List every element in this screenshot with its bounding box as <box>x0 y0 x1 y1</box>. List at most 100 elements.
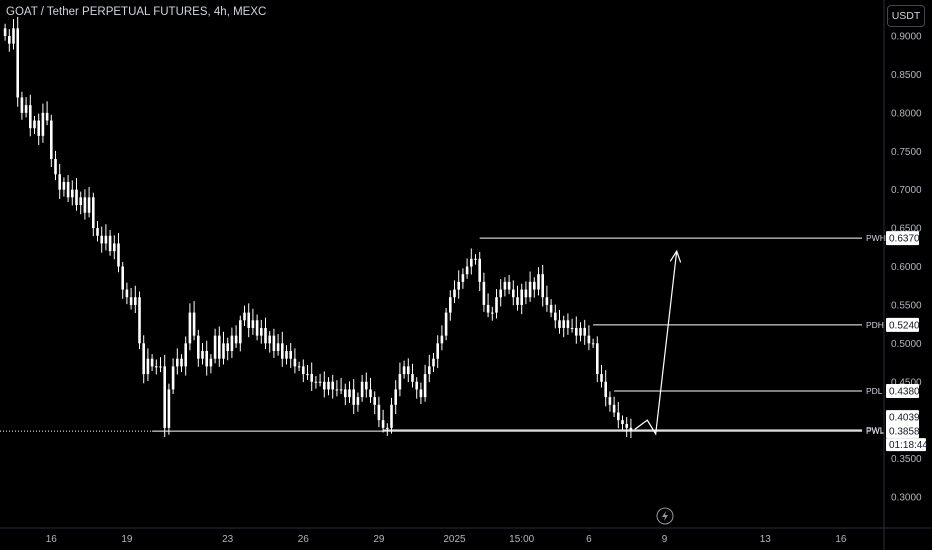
candle <box>234 325 238 348</box>
candle <box>369 377 372 403</box>
candle-body <box>503 281 507 290</box>
candle <box>87 186 91 218</box>
candle <box>306 364 309 380</box>
candle <box>205 340 208 376</box>
candle <box>163 354 166 438</box>
candle-body <box>314 381 318 383</box>
time-tick-label: 23 <box>222 534 234 545</box>
candle-body <box>402 366 406 375</box>
candle <box>108 230 112 256</box>
price-tick-label: 0.6500 <box>891 224 922 235</box>
candle <box>75 178 78 211</box>
candle <box>201 342 204 365</box>
price-box-label: 0.6370 <box>889 234 920 245</box>
candle <box>423 364 427 402</box>
price-tick-label: 0.4500 <box>891 377 922 388</box>
candle-body <box>440 335 444 344</box>
candle-body <box>470 258 473 267</box>
level-name: PDH <box>866 320 884 330</box>
level-name: PWH <box>866 233 886 243</box>
lightning-icon[interactable] <box>656 507 674 525</box>
candle <box>570 318 574 333</box>
candle <box>381 409 385 433</box>
candle-body <box>465 266 469 275</box>
candle <box>608 391 612 412</box>
candle-body <box>507 281 511 290</box>
price-tick-label: 0.5000 <box>891 339 922 350</box>
candle <box>453 280 456 303</box>
candle-body <box>474 258 477 260</box>
candle-body <box>344 389 347 398</box>
candle-body <box>352 389 355 405</box>
candle <box>297 361 301 371</box>
candle <box>226 337 229 361</box>
candle <box>390 397 393 434</box>
candle <box>373 391 376 415</box>
candle <box>16 16 19 107</box>
price-box-label: 0.5240 <box>889 320 920 331</box>
candle-body <box>365 381 368 390</box>
candle-body <box>562 320 565 328</box>
candle <box>37 113 40 146</box>
candle-body <box>41 112 45 136</box>
price-axis: 0.9000 0.8500 0.8000 0.7500 0.7000 0.6500 0.60… <box>883 0 922 550</box>
price-tick-label: 0.8500 <box>891 70 922 81</box>
candle <box>247 303 250 338</box>
candle <box>276 334 280 356</box>
candle-body <box>213 335 217 359</box>
candle <box>8 29 11 52</box>
candle <box>12 19 15 50</box>
candle-body <box>209 358 213 367</box>
candle <box>150 354 154 371</box>
candle-body <box>411 374 414 382</box>
candle <box>339 377 343 395</box>
candle-body <box>234 335 238 344</box>
candle <box>24 97 28 118</box>
time-tick-label: 19 <box>121 534 133 545</box>
candle-body <box>8 36 11 44</box>
candle-body <box>20 97 24 113</box>
candle <box>125 282 129 305</box>
candle <box>323 371 326 398</box>
candle-body <box>197 335 200 359</box>
level-name: PWL <box>866 425 885 435</box>
candle-body <box>264 327 267 344</box>
price-tick-label: 0.8000 <box>891 108 922 119</box>
candle-body <box>537 274 540 290</box>
candle-body <box>386 427 389 429</box>
candle-body <box>138 297 141 344</box>
candle-body <box>159 366 162 368</box>
candle <box>188 303 192 351</box>
candle <box>331 374 334 399</box>
price-tick-label: 0.7500 <box>891 147 922 158</box>
candle-body <box>524 289 528 298</box>
candle-body <box>457 281 460 290</box>
candle-body <box>276 343 280 352</box>
candle <box>218 326 221 367</box>
candle-body <box>428 366 431 375</box>
candle-body <box>117 243 120 267</box>
candle <box>243 305 246 327</box>
price-box <box>886 231 919 246</box>
candle <box>411 363 414 388</box>
candle <box>50 114 53 168</box>
candle <box>58 163 61 199</box>
candle <box>79 191 82 215</box>
candle <box>213 328 217 364</box>
candle <box>71 180 74 206</box>
candle <box>407 358 410 383</box>
candle-body <box>617 412 620 421</box>
candle <box>348 381 351 403</box>
candle <box>45 101 49 126</box>
candle-body <box>155 366 158 368</box>
candle-body <box>575 327 578 336</box>
candle-body <box>318 381 322 383</box>
candle <box>478 251 481 292</box>
currency-button[interactable]: USDT <box>887 5 925 27</box>
candle <box>503 277 507 297</box>
candle-body <box>478 258 481 282</box>
candle <box>33 115 36 134</box>
candle-body <box>71 189 74 198</box>
